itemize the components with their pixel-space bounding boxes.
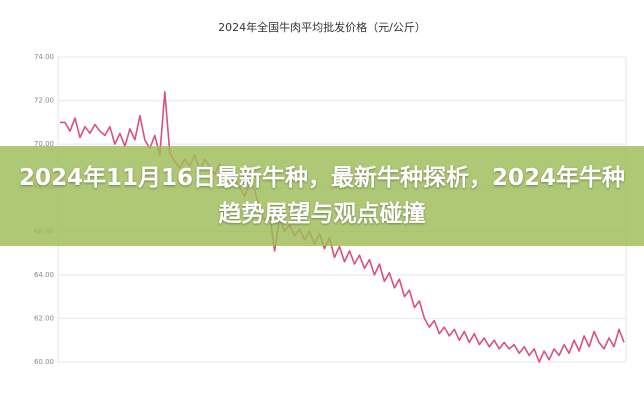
line xyxy=(60,91,625,363)
overlay-text: 2024年11月16日最新牛种，最新牛种探析，2024年牛种趋势展望与观点碰撞 xyxy=(18,165,626,227)
y-tick-label: 60.00 xyxy=(34,358,54,366)
y-tick-label: 62.00 xyxy=(34,314,54,322)
overlay-band xyxy=(0,146,644,246)
y-tick-label: 74.00 xyxy=(34,53,54,61)
chart-title: 2024年全国牛肉平均批发价格（元/公斤） xyxy=(218,20,426,34)
y-tick-label: 72.00 xyxy=(34,97,54,105)
y-tick-label: 70.00 xyxy=(34,140,54,148)
y-tick-label: 64.00 xyxy=(34,271,54,279)
